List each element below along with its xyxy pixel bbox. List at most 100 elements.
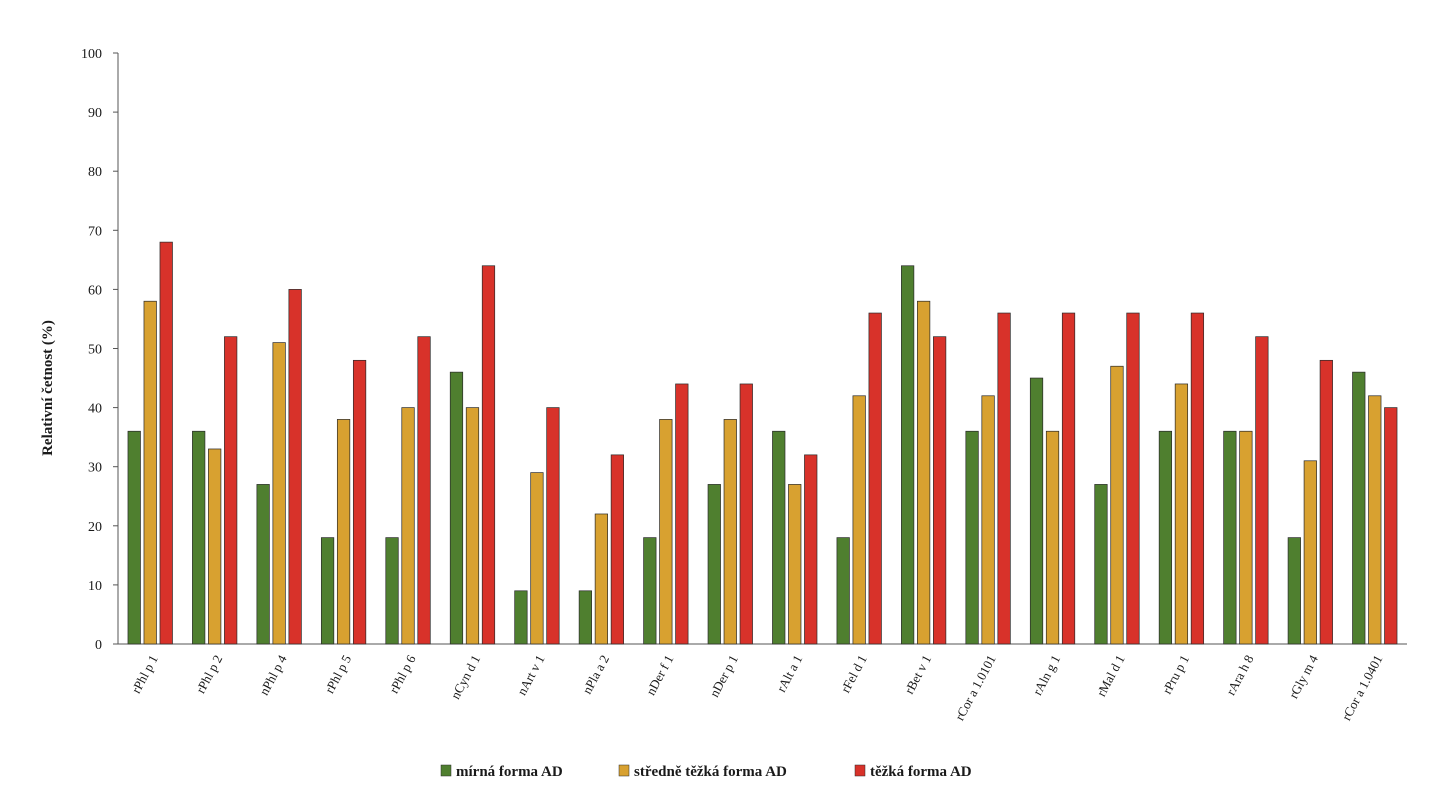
bar-mild <box>707 484 721 645</box>
y-tick-label: 90 <box>88 106 102 121</box>
bar-severe <box>417 336 431 645</box>
x-axis: rPhl p 1 rPhl p 2 nPhl p 4 rPhl p 5 rPhl p 6… <box>118 643 1407 723</box>
bar-mild <box>449 371 464 645</box>
bar-moderate <box>143 300 157 645</box>
x-tick-label: rMal d 1 <box>1093 652 1127 699</box>
bar-moderate <box>659 419 673 645</box>
bar-moderate <box>1045 430 1060 645</box>
bar-severe <box>546 407 560 645</box>
legend-swatch <box>440 764 452 777</box>
bar-severe <box>288 289 302 645</box>
bar-moderate <box>1368 395 1382 645</box>
y-axis-title: Relativní četnost (%) <box>40 320 56 456</box>
legend-label: středně těžká forma AD <box>634 764 787 780</box>
bar-severe <box>1126 312 1140 645</box>
bar-mild <box>1223 430 1237 645</box>
y-axis: 0 10 20 30 40 50 60 70 80 90 100 <box>81 47 119 653</box>
bar-moderate <box>1239 430 1253 645</box>
y-tick-label: 20 <box>88 520 102 535</box>
bar-severe <box>610 454 624 645</box>
bar-severe <box>1255 336 1269 645</box>
bar-mild <box>836 537 850 645</box>
bar-mild <box>1094 484 1108 645</box>
bar-severe <box>933 336 947 645</box>
bar-moderate <box>917 300 931 645</box>
bar-mild <box>901 265 915 645</box>
legend-label: mírná forma AD <box>456 764 563 780</box>
x-tick-label: rAln g 1 <box>1030 652 1064 697</box>
y-tick-label: 60 <box>88 283 102 298</box>
legend-swatch <box>854 764 866 777</box>
x-tick-label: rAra h 8 <box>1223 652 1257 697</box>
x-tick-label: nPla a 2 <box>579 652 612 696</box>
bar-moderate <box>401 407 415 645</box>
y-tick-label: 80 <box>88 165 102 180</box>
x-tick-label: rPhl p 1 <box>128 652 161 695</box>
x-tick-label: rPhl p 5 <box>322 652 355 695</box>
bar-mild <box>1158 430 1173 645</box>
bar-mild <box>965 430 979 645</box>
bar-severe <box>1384 407 1398 645</box>
bar-mild <box>1287 537 1301 645</box>
bar-severe <box>159 241 173 645</box>
x-tick-label: rPru p 1 <box>1159 652 1192 696</box>
bar-moderate <box>272 342 286 645</box>
bar-mild <box>385 537 399 645</box>
bar-moderate <box>788 484 802 645</box>
bar-mild <box>320 537 335 645</box>
bar-moderate <box>852 395 866 645</box>
x-tick-label: rCor a 1.0101 <box>952 652 999 722</box>
x-tick-label: nPhl p 4 <box>256 652 290 698</box>
bar-mild <box>772 430 786 645</box>
bar-moderate <box>1174 383 1189 645</box>
legend-label: těžká forma AD <box>870 764 972 780</box>
bar-severe <box>1061 312 1076 645</box>
bar-severe <box>1190 312 1205 645</box>
bar-moderate <box>465 407 480 645</box>
x-tick-label: rCor a 1.0401 <box>1338 652 1385 722</box>
bars <box>127 241 1398 645</box>
legend: mírná forma AD středně těžká forma AD těžk… <box>440 764 972 780</box>
bar-severe <box>675 383 689 645</box>
bar-moderate <box>981 395 995 645</box>
x-tick-label: rGly m 4 <box>1286 652 1322 701</box>
y-tick-label: 50 <box>88 343 102 358</box>
bar-severe <box>997 312 1011 645</box>
bar-moderate <box>1110 365 1124 645</box>
bar-mild <box>192 430 206 645</box>
bar-moderate <box>594 513 608 645</box>
x-tick-label: nArt v 1 <box>514 652 548 697</box>
x-tick-label: rBet v 1 <box>901 652 934 696</box>
bar-mild <box>578 590 592 645</box>
y-tick-label: 70 <box>88 224 102 239</box>
y-tick-label: 40 <box>88 402 102 417</box>
y-tick-label: 0 <box>95 638 102 653</box>
bar-mild <box>643 537 657 645</box>
bar-severe <box>868 312 882 645</box>
bar-severe <box>224 336 238 645</box>
bar-mild <box>1029 377 1044 645</box>
bar-moderate <box>336 419 351 645</box>
bar-mild <box>514 590 528 645</box>
bar-severe <box>1319 359 1333 645</box>
bar-severe <box>481 265 496 645</box>
bar-mild <box>256 484 270 645</box>
y-tick-label: 100 <box>81 47 102 62</box>
bar-moderate <box>530 472 544 645</box>
legend-swatch <box>618 764 630 777</box>
bar-mild <box>127 430 141 645</box>
y-tick-label: 30 <box>88 461 102 476</box>
y-tick-label: 10 <box>88 579 102 594</box>
x-tick-label: nDer p 1 <box>706 652 741 699</box>
x-tick-label: nCyn d 1 <box>448 652 484 701</box>
bar-severe <box>804 454 818 645</box>
x-tick-label: rFel d 1 <box>838 652 870 695</box>
x-tick-label: rPhl p 2 <box>193 652 226 695</box>
x-tick-label: nDer f 1 <box>643 652 677 697</box>
bar-severe <box>739 383 753 645</box>
bar-moderate <box>723 419 737 645</box>
x-tick-label: rPhl p 6 <box>386 652 419 696</box>
bar-severe <box>352 359 367 645</box>
